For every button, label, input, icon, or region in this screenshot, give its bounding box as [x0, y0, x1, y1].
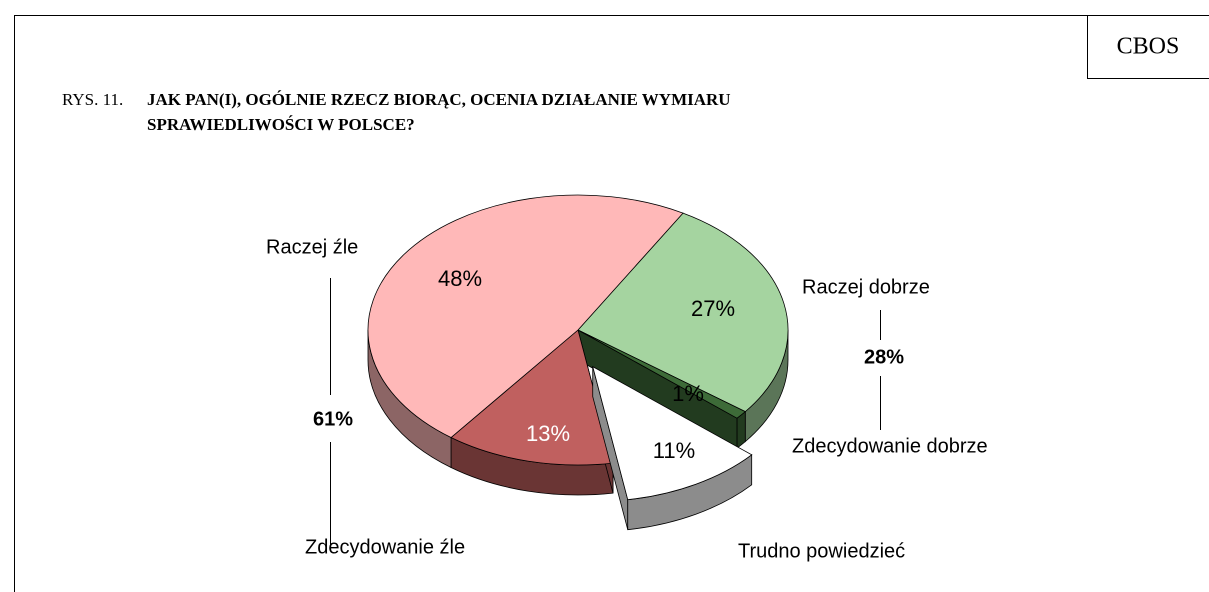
- slice: [450, 329, 614, 466]
- value-label: 11%: [653, 438, 695, 463]
- category-label: Trudno powiedzieć: [738, 540, 905, 562]
- header-box: [1087, 15, 1209, 79]
- slice: [577, 329, 746, 419]
- category-label: Zdecydowanie dobrze: [792, 435, 988, 457]
- category-label: Raczej źle: [266, 236, 358, 258]
- title-line: JAK PAN(I), OGÓLNIE RZECZ BIORĄC, OCENIA…: [147, 90, 731, 109]
- group-label: 28%: [864, 346, 904, 368]
- frame: [14, 15, 1209, 592]
- value-label: 48%: [438, 266, 482, 291]
- group-label: 61%: [313, 408, 353, 430]
- category-label: Raczej dobrze: [802, 276, 930, 298]
- slice: [367, 194, 684, 439]
- slice: [592, 365, 753, 501]
- slice: [577, 212, 789, 413]
- header: CBOS: [1117, 34, 1180, 60]
- value-label: 1%: [672, 381, 704, 406]
- category-label: Zdecydowanie źle: [305, 536, 465, 558]
- figure-label: RYS. 11.: [62, 90, 123, 109]
- value-label: 27%: [691, 296, 735, 321]
- value-label: 13%: [526, 421, 570, 446]
- title-line: SPRAWIEDLIWOŚCI W POLSCE?: [147, 115, 415, 134]
